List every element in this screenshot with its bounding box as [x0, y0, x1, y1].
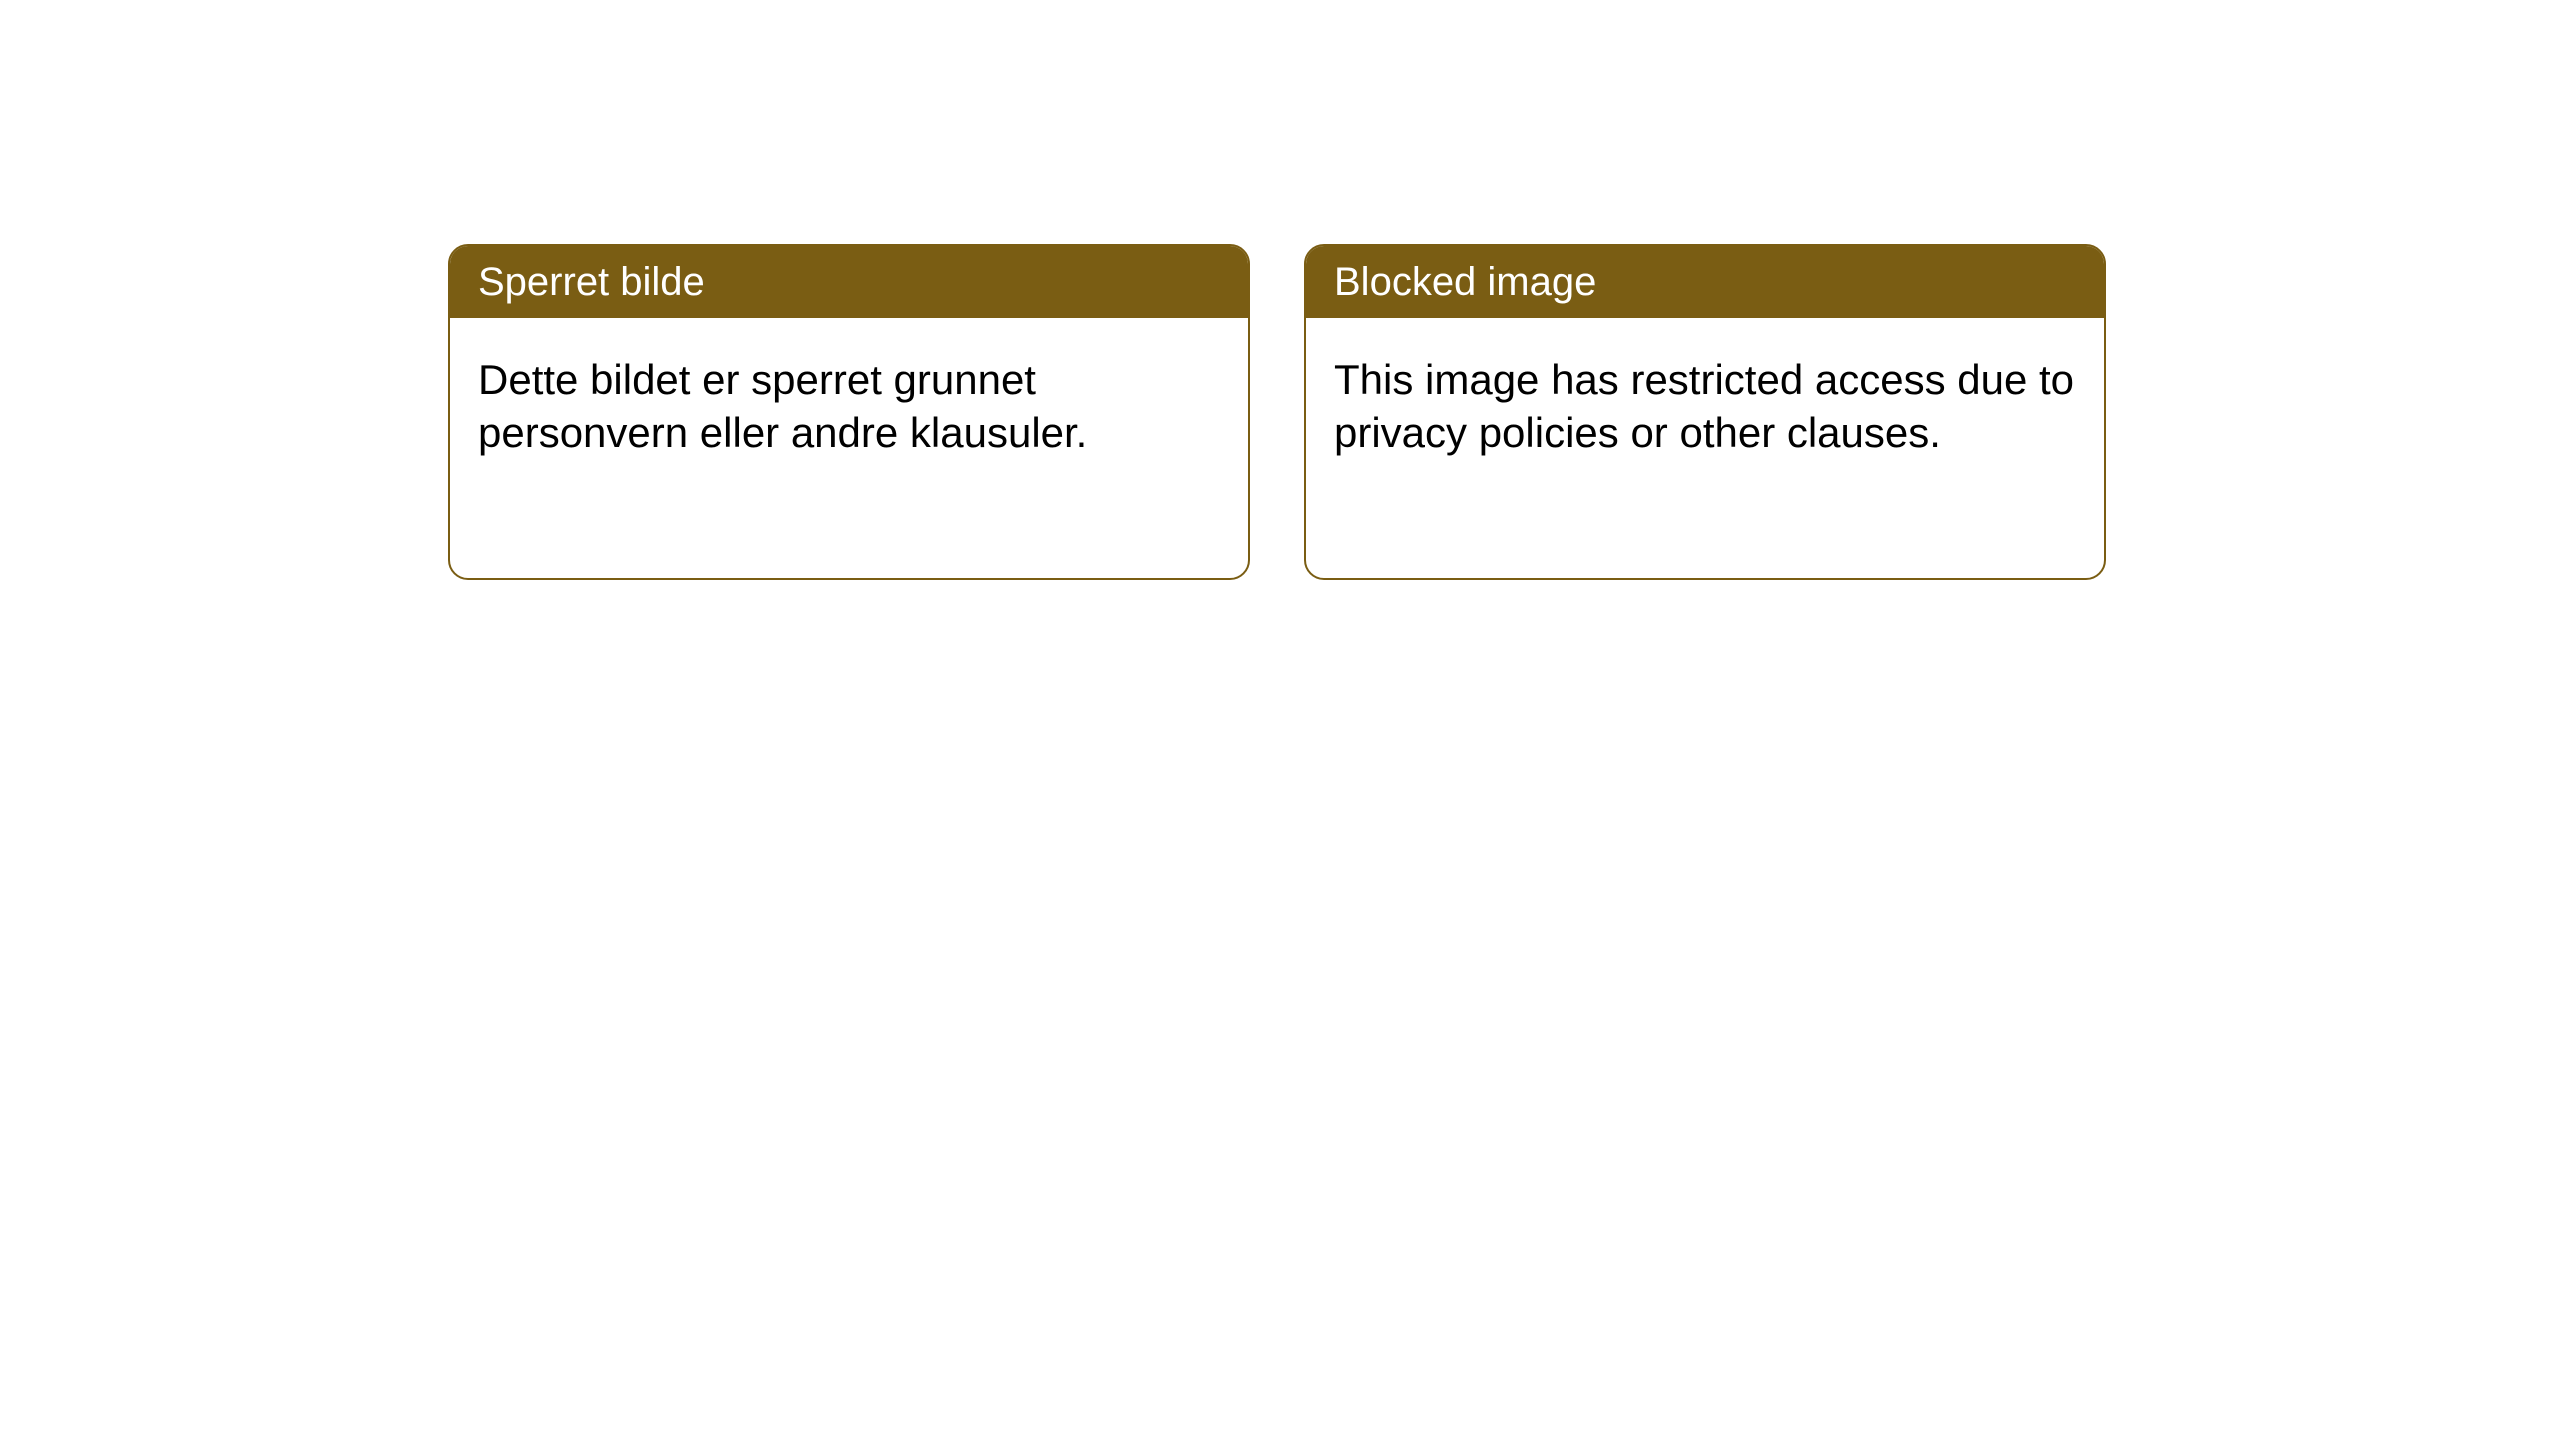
notice-title: Sperret bilde [478, 260, 705, 304]
notice-header: Blocked image [1306, 246, 2104, 318]
notice-message: This image has restricted access due to … [1334, 354, 2076, 459]
notice-body: Dette bildet er sperret grunnet personve… [450, 318, 1248, 487]
notice-message: Dette bildet er sperret grunnet personve… [478, 354, 1220, 459]
notice-card-norwegian: Sperret bilde Dette bildet er sperret gr… [448, 244, 1250, 580]
notice-title: Blocked image [1334, 260, 1596, 304]
notice-container: Sperret bilde Dette bildet er sperret gr… [448, 244, 2106, 580]
notice-card-english: Blocked image This image has restricted … [1304, 244, 2106, 580]
notice-body: This image has restricted access due to … [1306, 318, 2104, 487]
notice-header: Sperret bilde [450, 246, 1248, 318]
